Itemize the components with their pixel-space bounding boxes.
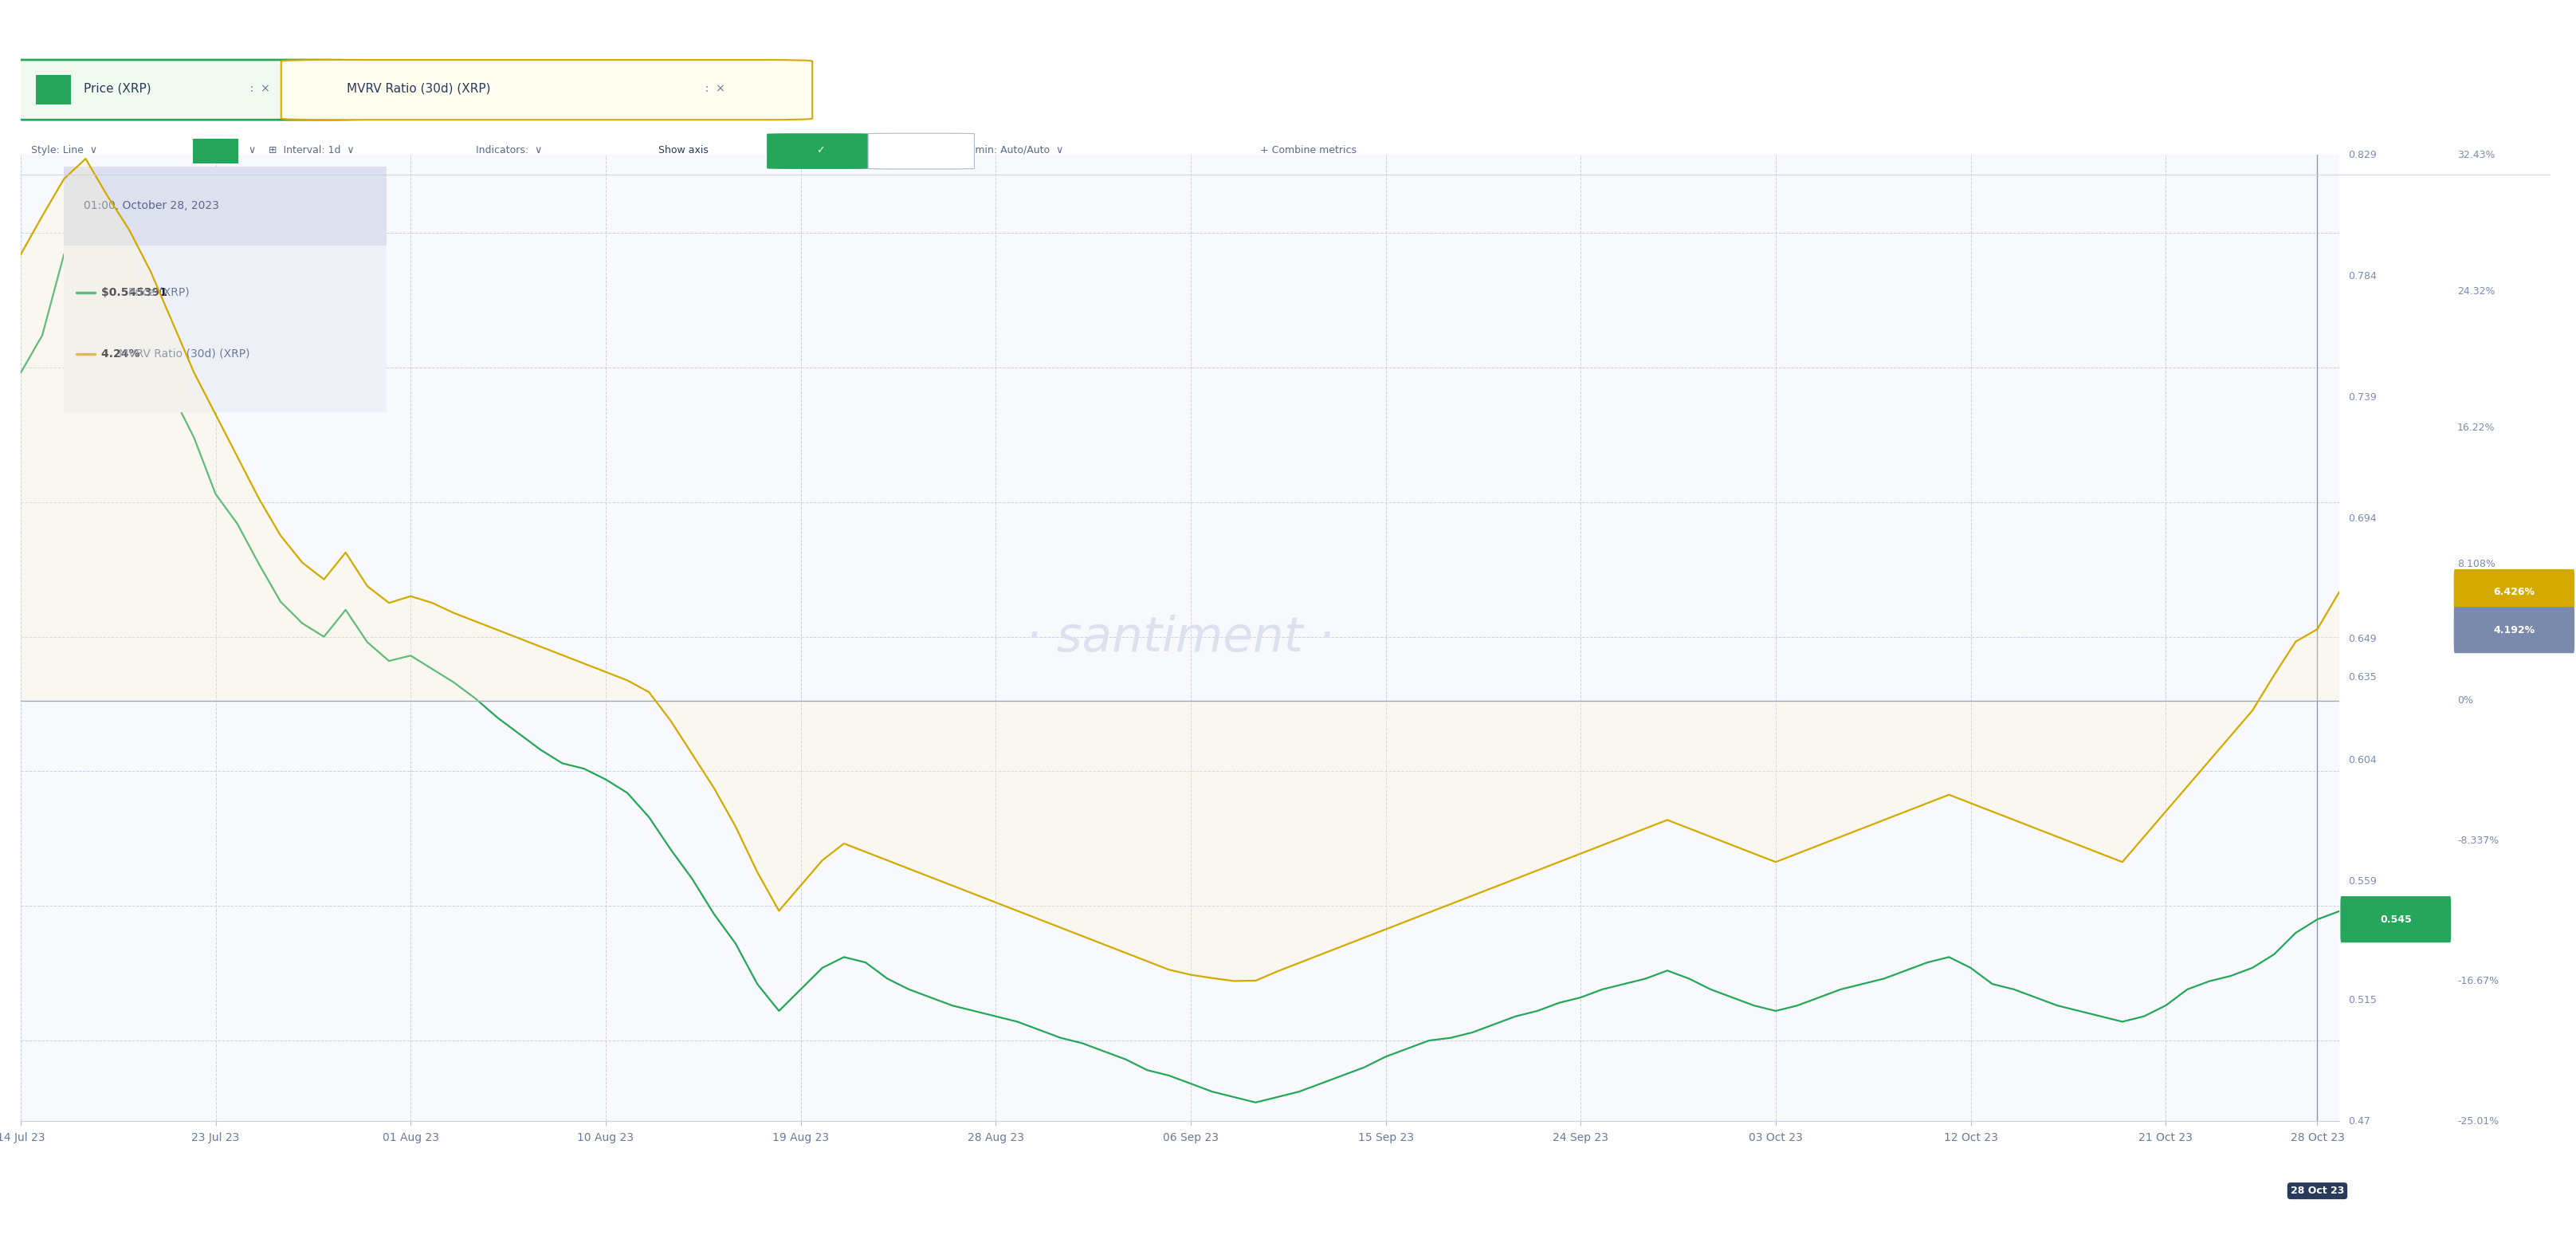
Text: 0.545: 0.545: [2380, 914, 2411, 924]
Bar: [193, 139, 237, 164]
Text: Indicators:  ∨: Indicators: ∨: [477, 145, 544, 155]
Text: 4.24%: 4.24%: [100, 348, 144, 359]
Text: 0.635: 0.635: [2349, 672, 2378, 683]
FancyBboxPatch shape: [2342, 896, 2450, 943]
Text: :  ×: : ×: [242, 83, 270, 94]
Text: Pin axis: Pin axis: [824, 145, 863, 155]
Text: 0.739: 0.739: [2349, 392, 2378, 403]
FancyBboxPatch shape: [2455, 569, 2573, 616]
Text: MVRV Ratio (30d) (XRP): MVRV Ratio (30d) (XRP): [348, 83, 492, 94]
FancyBboxPatch shape: [0, 59, 368, 120]
Text: 32.43%: 32.43%: [2458, 150, 2496, 160]
Text: :  ×: : ×: [698, 83, 726, 94]
Text: 0.604: 0.604: [2349, 756, 2378, 766]
Text: 0.47: 0.47: [2349, 1116, 2370, 1126]
Text: -16.67%: -16.67%: [2458, 976, 2499, 986]
Text: 24.32%: 24.32%: [2458, 286, 2496, 296]
Text: Price (XRP): Price (XRP): [129, 286, 191, 297]
Text: Show axis: Show axis: [657, 145, 708, 155]
Text: -8.337%: -8.337%: [2458, 835, 2499, 846]
Bar: [36, 74, 72, 105]
Text: 0.559: 0.559: [2349, 876, 2378, 887]
FancyBboxPatch shape: [2455, 607, 2573, 653]
Text: 0%: 0%: [2458, 695, 2473, 706]
FancyBboxPatch shape: [64, 245, 386, 411]
Text: Style: Line  ∨: Style: Line ∨: [31, 145, 98, 155]
Text: $0.545391: $0.545391: [100, 286, 170, 297]
Text: 0.649: 0.649: [2349, 634, 2378, 644]
Text: 0.694: 0.694: [2349, 513, 2378, 523]
Text: MVRV Ratio (30d) (XRP): MVRV Ratio (30d) (XRP): [118, 348, 250, 359]
Text: Price (XRP): Price (XRP): [85, 83, 152, 94]
Text: 0.784: 0.784: [2349, 271, 2378, 281]
Text: ∨: ∨: [247, 145, 255, 155]
FancyBboxPatch shape: [281, 59, 811, 120]
Text: 28 Oct 23: 28 Oct 23: [2290, 1186, 2344, 1196]
Text: 8.108%: 8.108%: [2458, 559, 2496, 569]
Text: · santiment ·: · santiment ·: [1025, 615, 1334, 662]
Text: Axis max/min: Auto/Auto  ∨: Axis max/min: Auto/Auto ∨: [927, 145, 1064, 155]
FancyBboxPatch shape: [868, 134, 974, 169]
Text: 6.426%: 6.426%: [2494, 587, 2535, 597]
Text: 01:00, October 28, 2023: 01:00, October 28, 2023: [82, 201, 219, 212]
Text: ✓: ✓: [817, 145, 824, 155]
FancyBboxPatch shape: [768, 134, 873, 169]
Text: 0.829: 0.829: [2349, 150, 2378, 160]
Text: + Combine metrics: + Combine metrics: [1260, 145, 1358, 155]
FancyBboxPatch shape: [64, 166, 386, 245]
Text: 4.192%: 4.192%: [2494, 624, 2535, 636]
Text: -25.01%: -25.01%: [2458, 1116, 2499, 1126]
Text: 0.515: 0.515: [2349, 995, 2378, 1005]
Text: ⊞  Interval: 1d  ∨: ⊞ Interval: 1d ∨: [268, 145, 355, 155]
Text: 16.22%: 16.22%: [2458, 422, 2496, 432]
